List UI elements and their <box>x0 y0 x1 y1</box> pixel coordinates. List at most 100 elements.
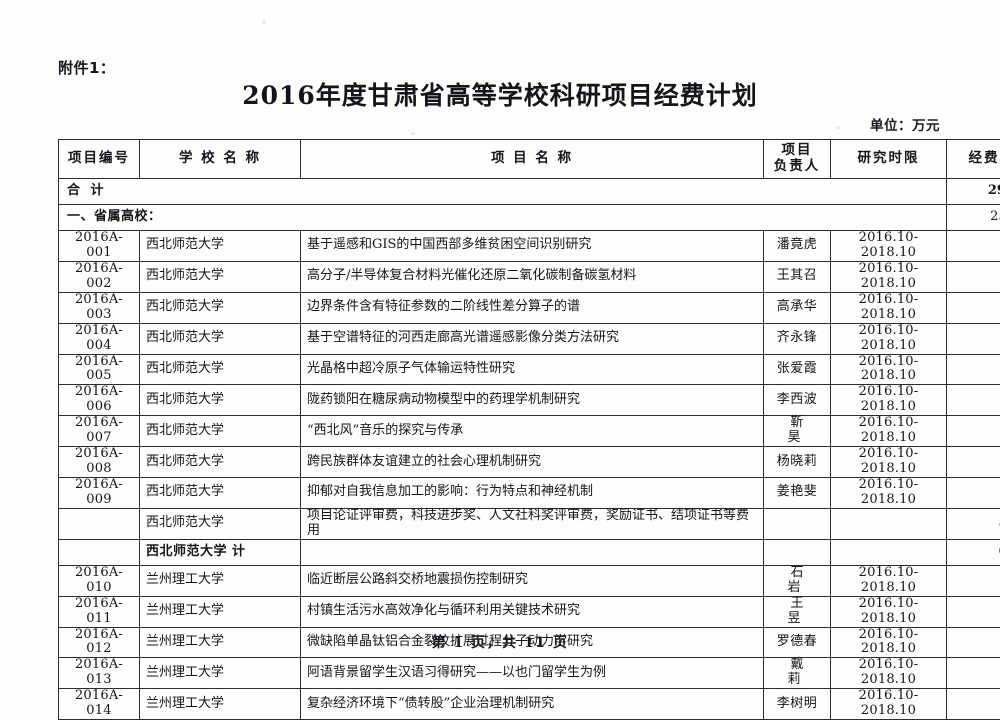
cell-research-period: 2016.10-2018.10 <box>831 447 947 478</box>
column-header-project-name: 项 目 名 称 <box>301 140 764 179</box>
cell-school-name: 西北师范大学 <box>140 416 301 447</box>
cell-project-leader <box>764 508 831 539</box>
cell-project-code: 2016A-010 <box>59 565 140 596</box>
cell-project-code: 2016A-003 <box>59 292 140 323</box>
cell-project-leader: 高承华 <box>764 292 831 323</box>
cell-school-name: 西北师范大学 <box>140 323 301 354</box>
grand-total-funding: 290 <box>947 179 1000 205</box>
cell-project-leader: 姜艳斐 <box>764 478 831 509</box>
cell-school-name: 西北师范大学 <box>140 261 301 292</box>
cell-funding: 2 <box>947 354 1000 385</box>
cell-project-name: “西北风”音乐的探究与传承 <box>301 416 764 447</box>
grand-total-label: 合 计 <box>59 179 947 205</box>
cell-research-period: 2016.10-2018.10 <box>831 323 947 354</box>
cell-school-name: 西北师范大学 <box>140 385 301 416</box>
cell-project-code: 2016A-011 <box>59 596 140 627</box>
cell-project-name <box>301 539 764 565</box>
cell-project-leader: 戴 莉 <box>764 658 831 689</box>
cell-funding: 65 <box>947 539 1000 565</box>
cell-research-period: 2016.10-2018.10 <box>831 385 947 416</box>
cell-project-name: 高分子/半导体复合材料光催化还原二氧化碳制备碳氢材料 <box>301 261 764 292</box>
cell-school-name: 西北师范大学 <box>140 478 301 509</box>
cell-project-leader: 王 昱 <box>764 596 831 627</box>
cell-research-period: 2016.10-2018.10 <box>831 689 947 720</box>
cell-funding: 1 <box>947 478 1000 509</box>
cell-project-leader: 王其召 <box>764 261 831 292</box>
attachment-label: 附件1： <box>58 57 115 78</box>
cell-research-period: 2016.10-2018.10 <box>831 478 947 509</box>
cell-school-name: 西北师范大学 <box>140 447 301 478</box>
cell-project-code: 2016A-005 <box>59 354 140 385</box>
cell-research-period: 2016.10-2018.10 <box>831 565 947 596</box>
cell-project-code: 2016A-004 <box>59 323 140 354</box>
cell-research-period: 2016.10-2018.10 <box>831 231 947 262</box>
scan-speckle <box>262 20 266 24</box>
cell-project-name: 抑郁对自我信息加工的影响：行为特点和神经机制 <box>301 478 764 509</box>
cell-funding: 50 <box>947 508 1000 539</box>
column-header-leader-line1: 项目 <box>782 142 813 158</box>
section-funding: 259 <box>947 205 1000 231</box>
scan-speckle <box>836 126 841 129</box>
cell-project-name: 临近断层公路斜交桥地震损伤控制研究 <box>301 565 764 596</box>
cell-funding: 2 <box>947 323 1000 354</box>
cell-project-leader: 潘竟虎 <box>764 231 831 262</box>
cell-funding: 2 <box>947 292 1000 323</box>
cell-project-code <box>59 539 140 565</box>
cell-project-code: 2016A-002 <box>59 261 140 292</box>
cell-project-code: 2016A-009 <box>59 478 140 509</box>
cell-project-name: 边界条件含有特征参数的二阶线性差分算子的谱 <box>301 292 764 323</box>
cell-project-code: 2016A-008 <box>59 447 140 478</box>
cell-project-code: 2016A-006 <box>59 385 140 416</box>
cell-project-leader: 靳 昊 <box>764 416 831 447</box>
cell-project-leader: 李树明 <box>764 689 831 720</box>
cell-project-name: 陇药锁阳在糖尿病动物模型中的药理学机制研究 <box>301 385 764 416</box>
cell-project-code <box>59 508 140 539</box>
table-row-school-subtotal: 西北师范大学 计65 <box>59 539 1000 565</box>
cell-school-name: 兰州理工大学 <box>140 658 301 689</box>
table-header-row: 项目编号 学 校 名 称 项 目 名 称 项目 负责人 研究时限 经费 <box>59 140 1000 179</box>
cell-research-period: 2016.10-2018.10 <box>831 416 947 447</box>
cell-school-name: 兰州理工大学 <box>140 596 301 627</box>
cell-project-code: 2016A-001 <box>59 231 140 262</box>
cell-funding: 2 <box>947 385 1000 416</box>
cell-funding: 1 <box>947 658 1000 689</box>
cell-research-period <box>831 508 947 539</box>
cell-research-period: 2016.10-2018.10 <box>831 354 947 385</box>
cell-funding: 2 <box>947 596 1000 627</box>
cell-project-name: 基于空谱特征的河西走廊高光谱遥感影像分类方法研究 <box>301 323 764 354</box>
cell-project-name: 村镇生活污水高效净化与循环利用关键技术研究 <box>301 596 764 627</box>
cell-project-leader: 李西波 <box>764 385 831 416</box>
column-header-school-name: 学 校 名 称 <box>140 140 301 179</box>
column-header-project-code: 项目编号 <box>59 140 140 179</box>
section-header-label: 一、省属高校： <box>59 205 947 231</box>
scan-speckle <box>411 132 415 135</box>
cell-project-leader: 石 岩 <box>764 565 831 596</box>
column-header-funding: 经费 <box>947 140 1000 179</box>
cell-research-period: 2016.10-2018.10 <box>831 261 947 292</box>
cell-project-leader: 杨晓莉 <box>764 447 831 478</box>
column-header-project-leader: 项目 负责人 <box>764 140 831 179</box>
cell-school-name: 西北师范大学 <box>140 292 301 323</box>
cell-school-name: 兰州理工大学 <box>140 565 301 596</box>
cell-research-period <box>831 539 947 565</box>
cell-funding: 1 <box>947 447 1000 478</box>
cell-project-leader: 张爱霞 <box>764 354 831 385</box>
cell-project-name: 基于遥感和GIS的中国西部多维贫困空间识别研究 <box>301 231 764 262</box>
table-row: 西北师范大学项目论证评审费，科技进步奖、人文社科奖评审费，奖励证书、结项证书等费… <box>59 508 1000 539</box>
cell-project-leader <box>764 539 831 565</box>
cell-project-code: 2016A-007 <box>59 416 140 447</box>
cell-school-name: 西北师范大学 <box>140 354 301 385</box>
cell-funding: 1 <box>947 416 1000 447</box>
